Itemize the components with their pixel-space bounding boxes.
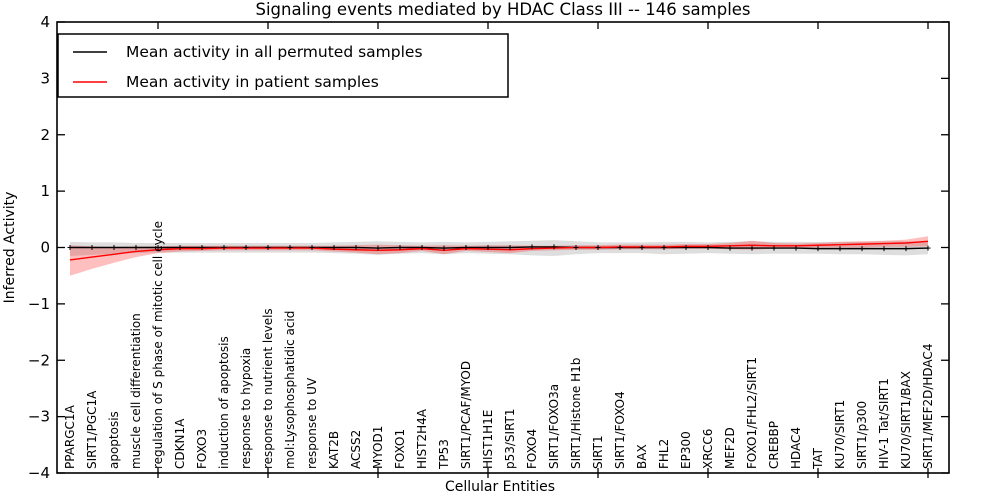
x-category-label: response to UV xyxy=(305,377,319,469)
x-category-label: SIRT1/FOXO4 xyxy=(613,391,627,469)
x-category-label: SIRT1/p300 xyxy=(855,401,869,469)
y-tick-label: −4 xyxy=(28,464,50,482)
x-category-label: SIRT1/PGC1A xyxy=(85,390,99,469)
x-category-label: p53/SIRT1 xyxy=(503,408,517,469)
y-tick-label: 0 xyxy=(40,239,50,257)
y-tick-label: −3 xyxy=(28,408,50,426)
x-category-label: KU70/SIRT1/BAX xyxy=(899,371,913,469)
y-tick-label: −2 xyxy=(28,351,50,369)
x-category-label: BAX xyxy=(635,444,649,469)
y-axis-label: Inferred Activity xyxy=(2,192,18,304)
legend-entry-permuted: Mean activity in all permuted samples xyxy=(126,43,423,61)
x-category-label: MEF2D xyxy=(723,427,737,469)
x-category-label: HIST2H4A xyxy=(415,408,429,469)
x-category-label: FOXO3 xyxy=(195,429,209,469)
x-category-label: muscle cell differentiation xyxy=(129,313,143,469)
y-tick-label: −1 xyxy=(28,295,50,313)
x-axis-label: Cellular Entities xyxy=(445,479,555,495)
legend: Mean activity in all permuted samples Me… xyxy=(57,33,509,98)
chart-title: Signaling events mediated by HDAC Class … xyxy=(255,0,750,19)
x-category-label: KU70/SIRT1 xyxy=(833,400,847,469)
x-category-label: TP53 xyxy=(437,439,451,470)
x-category-label: FOXO4 xyxy=(525,429,539,469)
legend-box xyxy=(57,33,509,98)
x-category-label: FHL2 xyxy=(657,439,671,469)
x-category-label: SIRT1/Histone H1b xyxy=(569,358,583,469)
x-category-label: XRCC6 xyxy=(701,429,715,469)
permuted-mean-line xyxy=(70,246,929,250)
y-tick-label: 4 xyxy=(40,13,50,31)
y-tick-label: 2 xyxy=(40,126,50,144)
x-category-label: regulation of S phase of mitotic cell cy… xyxy=(151,221,165,469)
x-category-label: MYOD1 xyxy=(371,426,385,469)
x-category-label: FOXO1 xyxy=(393,429,407,469)
x-category-label: HIST1H1E xyxy=(481,410,495,469)
x-category-label: CREBBP xyxy=(767,421,781,469)
y-tick-label: 1 xyxy=(40,182,50,200)
x-category-label: EP300 xyxy=(679,431,693,469)
y-tick-labels: −4 −3 −2 −1 0 1 2 3 4 xyxy=(28,13,50,482)
axis-ticks xyxy=(57,21,949,478)
x-category-label: mol:Lysophosphatidic acid xyxy=(283,311,297,469)
x-category-label: response to hypoxia xyxy=(239,348,253,469)
x-category-label: induction of apoptosis xyxy=(217,336,231,469)
patient-mean-line xyxy=(69,240,929,261)
x-category-label: CDKN1A xyxy=(173,418,187,469)
x-category-label: response to nutrient levels xyxy=(261,308,275,469)
x-category-label: TAT xyxy=(811,447,825,470)
series-markers xyxy=(67,244,931,252)
x-category-label: PPARGC1A xyxy=(63,404,77,469)
x-category-label: ACSS2 xyxy=(349,430,363,469)
x-category-label: HDAC4 xyxy=(789,427,803,469)
y-tick-label: 3 xyxy=(40,69,50,87)
x-category-label: SIRT1 xyxy=(591,435,605,469)
x-category-label: apoptosis xyxy=(107,411,121,469)
x-category-label: SIRT1/FOXO3a xyxy=(547,384,561,469)
x-category-label: SIRT1/PCAF/MYOD xyxy=(459,361,473,469)
series-lines xyxy=(69,240,929,261)
x-category-label: HIV-1 Tat/SIRT1 xyxy=(877,378,891,469)
confidence-bands xyxy=(70,236,928,276)
legend-entry-patient: Mean activity in patient samples xyxy=(126,73,379,91)
x-category-label: SIRT1/MEF2D/HDAC4 xyxy=(921,344,935,469)
x-category-label: KAT2B xyxy=(327,431,341,469)
x-category-label: FOXO1/FHL2/SIRT1 xyxy=(745,357,759,469)
x-tick-labels: PPARGC1A SIRT1/PGC1A apoptosis muscle cell … xyxy=(63,221,935,470)
